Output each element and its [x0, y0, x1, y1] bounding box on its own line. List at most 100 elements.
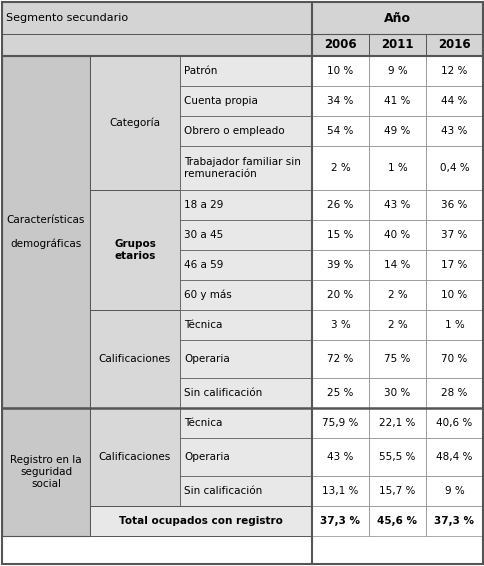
Text: 2006: 2006 — [323, 38, 356, 52]
Text: 43 %: 43 % — [440, 126, 467, 136]
Text: 41 %: 41 % — [383, 96, 410, 106]
Bar — [2, 34, 311, 56]
Text: 49 %: 49 % — [383, 126, 410, 136]
Bar — [425, 340, 482, 378]
Bar — [180, 476, 311, 506]
Bar — [368, 438, 425, 476]
Text: 12 %: 12 % — [440, 66, 467, 76]
Text: 17 %: 17 % — [440, 260, 467, 270]
Text: 40,6 %: 40,6 % — [436, 418, 471, 428]
Text: 54 %: 54 % — [327, 126, 353, 136]
Text: 46 a 59: 46 a 59 — [183, 260, 223, 270]
Bar — [368, 476, 425, 506]
Text: 15 %: 15 % — [327, 230, 353, 240]
Bar — [311, 378, 368, 408]
Text: 55,5 %: 55,5 % — [378, 452, 415, 462]
Bar — [180, 378, 311, 408]
Bar — [311, 34, 368, 56]
Bar — [425, 116, 482, 146]
Text: Sin calificación: Sin calificación — [183, 388, 262, 398]
Bar — [368, 34, 425, 56]
Text: 39 %: 39 % — [327, 260, 353, 270]
Bar — [180, 250, 311, 280]
Bar — [311, 190, 368, 220]
Bar — [180, 190, 311, 220]
Bar — [311, 2, 482, 34]
Bar — [425, 280, 482, 310]
Text: 30 a 45: 30 a 45 — [183, 230, 223, 240]
Text: Segmento secundario: Segmento secundario — [6, 13, 128, 23]
Text: 2011: 2011 — [380, 38, 413, 52]
Text: Trabajador familiar sin
remuneración: Trabajador familiar sin remuneración — [183, 157, 300, 179]
Text: Cuenta propia: Cuenta propia — [183, 96, 257, 106]
Text: Calificaciones: Calificaciones — [99, 354, 171, 364]
Text: 48,4 %: 48,4 % — [436, 452, 472, 462]
Bar — [180, 86, 311, 116]
Bar — [311, 476, 368, 506]
Bar — [311, 250, 368, 280]
Text: 28 %: 28 % — [440, 388, 467, 398]
Text: 36 %: 36 % — [440, 200, 467, 210]
Text: Sin calificación: Sin calificación — [183, 486, 262, 496]
Bar — [368, 280, 425, 310]
Bar — [90, 310, 180, 408]
Bar — [425, 34, 482, 56]
Bar — [2, 56, 90, 408]
Bar — [180, 310, 311, 340]
Bar — [180, 340, 311, 378]
Text: 22,1 %: 22,1 % — [378, 418, 415, 428]
Text: 37 %: 37 % — [440, 230, 467, 240]
Bar — [425, 378, 482, 408]
Bar — [311, 506, 368, 536]
Text: Operaria: Operaria — [183, 354, 229, 364]
Text: 2 %: 2 % — [387, 290, 407, 300]
Text: 30 %: 30 % — [384, 388, 410, 398]
Bar — [368, 190, 425, 220]
Bar — [180, 438, 311, 476]
Text: Patrón: Patrón — [183, 66, 217, 76]
Text: 0,4 %: 0,4 % — [439, 163, 469, 173]
Bar — [180, 408, 311, 438]
Bar — [425, 56, 482, 86]
Bar — [180, 146, 311, 190]
Text: 72 %: 72 % — [327, 354, 353, 364]
Text: 26 %: 26 % — [327, 200, 353, 210]
Bar — [368, 340, 425, 378]
Text: 44 %: 44 % — [440, 96, 467, 106]
Text: Obrero o empleado: Obrero o empleado — [183, 126, 284, 136]
Bar — [425, 220, 482, 250]
Text: 15,7 %: 15,7 % — [378, 486, 415, 496]
Bar — [311, 56, 368, 86]
Bar — [368, 146, 425, 190]
Bar — [90, 190, 180, 310]
Text: 20 %: 20 % — [327, 290, 353, 300]
Text: 9 %: 9 % — [444, 486, 463, 496]
Text: Total ocupados con registro: Total ocupados con registro — [119, 516, 282, 526]
Text: Calificaciones: Calificaciones — [99, 452, 171, 462]
Bar — [180, 56, 311, 86]
Bar — [180, 220, 311, 250]
Bar — [311, 340, 368, 378]
Bar — [311, 116, 368, 146]
Text: 25 %: 25 % — [327, 388, 353, 398]
Text: 43 %: 43 % — [383, 200, 410, 210]
Text: 45,6 %: 45,6 % — [377, 516, 417, 526]
Bar — [311, 146, 368, 190]
Bar — [425, 190, 482, 220]
Bar — [368, 220, 425, 250]
Text: 3 %: 3 % — [330, 320, 349, 330]
Bar — [368, 506, 425, 536]
Text: 43 %: 43 % — [327, 452, 353, 462]
Bar — [368, 408, 425, 438]
Bar — [425, 310, 482, 340]
Text: 13,1 %: 13,1 % — [322, 486, 358, 496]
Text: 75 %: 75 % — [383, 354, 410, 364]
Bar — [311, 86, 368, 116]
Bar — [425, 438, 482, 476]
Bar — [311, 280, 368, 310]
Text: 10 %: 10 % — [440, 290, 467, 300]
Text: 1 %: 1 % — [444, 320, 463, 330]
Text: Grupos
etarios: Grupos etarios — [114, 239, 156, 261]
Text: 10 %: 10 % — [327, 66, 353, 76]
Bar — [311, 408, 368, 438]
